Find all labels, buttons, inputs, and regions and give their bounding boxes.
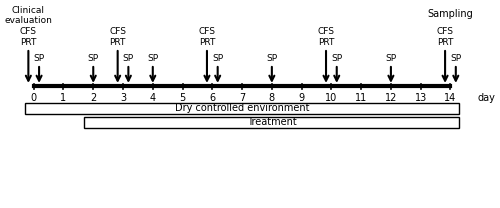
Text: SP: SP <box>386 54 396 63</box>
Text: CFS
PRT: CFS PRT <box>198 27 216 47</box>
Text: SP: SP <box>266 54 278 63</box>
Text: SP: SP <box>147 54 158 63</box>
Text: SP: SP <box>88 54 99 63</box>
Text: CFS
PRT: CFS PRT <box>318 27 334 47</box>
Text: 5: 5 <box>180 93 186 103</box>
Text: 1: 1 <box>60 93 66 103</box>
Text: Sampling: Sampling <box>428 9 474 19</box>
Text: Treatment: Treatment <box>247 117 296 127</box>
Text: 13: 13 <box>414 93 427 103</box>
Text: SP: SP <box>212 54 223 63</box>
Text: Dry controlled environment: Dry controlled environment <box>175 104 310 114</box>
Text: CFS
PRT: CFS PRT <box>109 27 126 47</box>
Text: SP: SP <box>331 54 342 63</box>
Text: 9: 9 <box>298 93 304 103</box>
Text: SP: SP <box>123 54 134 63</box>
Text: day: day <box>477 93 495 103</box>
Text: 3: 3 <box>120 93 126 103</box>
Text: 6: 6 <box>210 93 216 103</box>
Text: 7: 7 <box>239 93 245 103</box>
Text: CFS
PRT: CFS PRT <box>436 27 454 47</box>
Text: 2: 2 <box>90 93 96 103</box>
Text: 4: 4 <box>150 93 156 103</box>
Text: 10: 10 <box>326 93 338 103</box>
Text: SP: SP <box>450 54 462 63</box>
Text: 0: 0 <box>30 93 37 103</box>
Text: 11: 11 <box>355 93 368 103</box>
Text: 8: 8 <box>269 93 275 103</box>
Text: SP: SP <box>34 54 44 63</box>
Text: 14: 14 <box>444 93 456 103</box>
Text: Clinical
evaluation
CFS
PRT: Clinical evaluation CFS PRT <box>4 6 52 47</box>
Bar <box>25 103 460 114</box>
Text: 12: 12 <box>384 93 397 103</box>
Bar <box>84 117 460 128</box>
